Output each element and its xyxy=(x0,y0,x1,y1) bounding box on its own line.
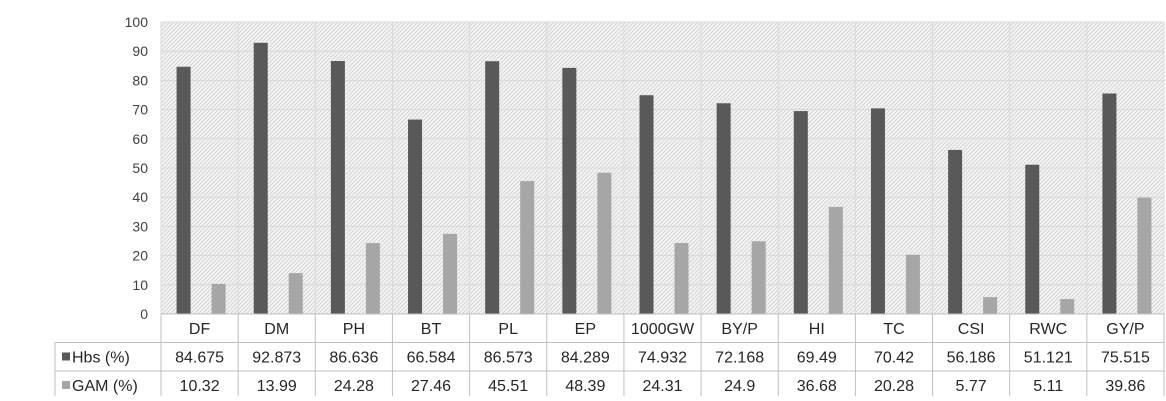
data-value-gam: 27.46 xyxy=(411,378,451,395)
bar-gam-ph xyxy=(365,243,380,314)
data-value-hbs: 69.49 xyxy=(797,350,837,367)
data-table: DF DM PH BT PL EP 1000GW BY/P HI TC CSI RWC GY/P Hbs … xyxy=(54,313,1165,400)
bar-hbs-ep xyxy=(562,67,577,314)
y-tick-label: 80 xyxy=(132,72,148,88)
y-tick-label: 40 xyxy=(132,189,148,205)
x-category-label: RWC xyxy=(1029,321,1067,338)
data-value-gam: 24.28 xyxy=(334,378,374,395)
bar-gam-hi xyxy=(828,206,843,314)
data-value-hbs: 72.168 xyxy=(715,350,764,367)
bar-gam-rwc xyxy=(1060,299,1075,314)
data-value-hbs: 51.121 xyxy=(1024,350,1073,367)
bar-hbs-csi xyxy=(948,149,963,314)
data-value-gam: 45.51 xyxy=(488,378,528,395)
bar-hbs-ph xyxy=(330,61,345,314)
bar-hbs-hi xyxy=(793,111,808,314)
data-value-gam: 13.99 xyxy=(257,378,297,395)
data-value-gam: 24.31 xyxy=(642,378,682,395)
data-value-gam: 20.28 xyxy=(874,378,914,395)
bar-gam-df xyxy=(211,283,226,314)
legend-label-gam: GAM (%) xyxy=(72,378,138,395)
data-value-gam: 39.86 xyxy=(1105,378,1145,395)
bar-hbs-gyp xyxy=(1102,93,1117,314)
data-value-hbs: 75.515 xyxy=(1101,350,1150,367)
x-category-label: PH xyxy=(343,321,365,338)
bar-gam-dm xyxy=(288,273,303,314)
data-value-hbs: 86.573 xyxy=(484,350,533,367)
legend-key-hbs xyxy=(62,352,70,361)
bar-gam-1000gw xyxy=(674,243,689,314)
bar-gam-pl xyxy=(520,181,535,314)
x-category-label: DF xyxy=(189,321,211,338)
x-category-label: EP xyxy=(575,321,596,338)
bar-gam-ep xyxy=(597,172,612,314)
y-tick-label: 100 xyxy=(125,14,149,30)
y-tick-label: 30 xyxy=(132,218,148,234)
x-category-label: HI xyxy=(809,321,825,338)
data-value-gam: 5.11 xyxy=(1033,378,1063,395)
y-tick-label: 70 xyxy=(132,102,148,118)
y-tick-label: 0 xyxy=(140,306,148,322)
x-category-label: BY/P xyxy=(721,321,757,338)
bar-hbs-df xyxy=(176,66,191,315)
data-value-hbs: 56.186 xyxy=(947,350,996,367)
gridlines xyxy=(160,21,1165,315)
bar-hbs-dm xyxy=(253,42,268,314)
bar-hbs-tc xyxy=(870,108,885,314)
bar-hbs-byp xyxy=(716,103,731,314)
data-value-hbs: 92.873 xyxy=(252,350,301,367)
x-category-label: DM xyxy=(264,321,289,338)
bar-gam-csi xyxy=(983,297,998,314)
x-category-label: PL xyxy=(498,321,518,338)
legend-label-hbs: Hbs (%) xyxy=(72,350,130,367)
data-value-hbs: 70.42 xyxy=(874,350,914,367)
bar-hbs-rwc xyxy=(1025,164,1040,314)
data-value-gam: 10.32 xyxy=(180,378,220,395)
data-value-hbs: 74.932 xyxy=(638,350,687,367)
data-value-hbs: 84.289 xyxy=(561,350,610,367)
bar-hbs-bt xyxy=(408,119,423,314)
y-tick-label: 90 xyxy=(132,43,148,59)
data-value-gam: 24.9 xyxy=(724,378,755,395)
y-tick-label: 60 xyxy=(132,131,148,147)
data-value-gam: 5.77 xyxy=(956,378,987,395)
legend-key-gam xyxy=(62,381,70,389)
data-value-gam: 36.68 xyxy=(797,378,837,395)
y-tick-label: 20 xyxy=(132,248,148,264)
bar-gam-bt xyxy=(443,233,458,314)
data-value-gam: 48.39 xyxy=(565,378,605,395)
bar-gam-byp xyxy=(751,241,766,314)
bar-gam-tc xyxy=(905,254,920,314)
y-axis: 0 10 20 30 40 50 60 70 80 90 100 xyxy=(125,14,149,322)
bar-hbs-pl xyxy=(485,61,500,314)
bar-gam-gyp xyxy=(1137,197,1152,314)
data-value-hbs: 86.636 xyxy=(329,350,378,367)
x-category-label: BT xyxy=(421,321,442,338)
y-tick-label: 10 xyxy=(132,277,148,293)
x-category-label: CSI xyxy=(958,321,985,338)
bars xyxy=(176,42,1152,315)
data-value-hbs: 84.675 xyxy=(175,350,224,367)
y-tick-label: 50 xyxy=(132,160,148,176)
data-value-hbs: 66.584 xyxy=(407,350,456,367)
x-category-label: GY/P xyxy=(1106,321,1144,338)
bar-hbs-1000gw xyxy=(639,95,654,314)
x-category-label: TC xyxy=(883,321,904,338)
x-category-label: 1000GW xyxy=(631,321,695,338)
